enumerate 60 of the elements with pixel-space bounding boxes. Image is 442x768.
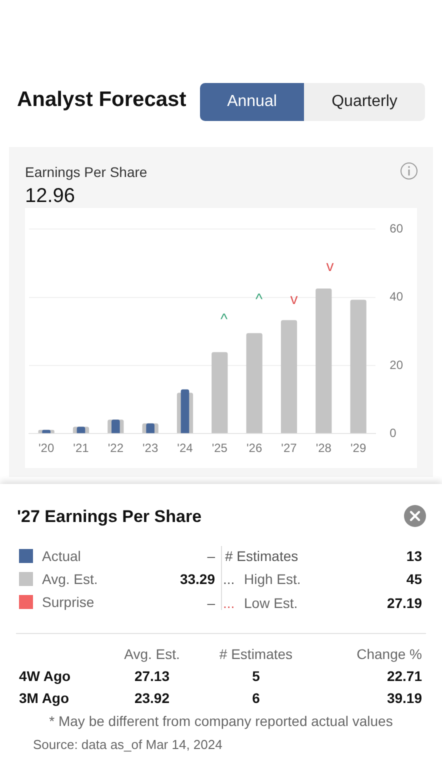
text: 3M Ago <box>19 690 70 706</box>
bar <box>146 423 154 434</box>
text: Avg. Est. <box>123 646 181 662</box>
bar <box>76 426 86 434</box>
text: # Estimates <box>225 548 298 564</box>
chart-subtitle: Earnings Per Share <box>25 164 148 180</box>
text: 22.71 <box>386 668 422 684</box>
y-tick-label: 40 <box>390 290 404 304</box>
text: 5 <box>251 668 261 684</box>
text: 12.96 <box>25 185 76 208</box>
bar <box>112 420 120 434</box>
text: 4W Ago <box>19 668 71 684</box>
text: ... <box>223 571 235 587</box>
text: 6 <box>251 690 261 706</box>
bar <box>316 288 332 434</box>
y-tick-label: 0 <box>390 426 397 440</box>
text: Quarterly <box>304 83 425 121</box>
source-note: Source: data as_of Mar 14, 2024 <box>33 737 222 752</box>
x-tick-label: '27 <box>281 441 298 456</box>
x-tick-label: '25 <box>212 441 228 456</box>
text: 23.92 <box>133 690 171 706</box>
x-tick-label: '23 <box>142 441 158 456</box>
x-tick-label: '28 <box>316 441 332 456</box>
text: Annual <box>200 83 304 121</box>
text: 39.19 <box>386 690 422 706</box>
annotation: ^ <box>219 311 229 328</box>
text: Low Est. <box>244 595 298 611</box>
bar <box>246 333 262 434</box>
x-tick-label: '24 <box>177 441 194 456</box>
bar <box>350 300 366 434</box>
x-tick-label: '29 <box>350 441 366 456</box>
bar <box>280 320 298 434</box>
legend-label: Actual <box>42 548 81 564</box>
bar <box>180 389 190 434</box>
text: ... <box>223 595 235 611</box>
text: '27 Earnings Per Share <box>17 507 202 527</box>
x-tick-label: '20 <box>38 441 54 456</box>
x-tick-label: '26 <box>246 441 262 456</box>
annotation: ^ <box>255 291 263 308</box>
text: – <box>207 595 215 611</box>
text: 45 <box>406 571 422 587</box>
text: 13 <box>406 548 422 564</box>
y-tick-label: 60 <box>390 222 404 236</box>
legend-label: Avg. Est. <box>42 571 98 587</box>
text: High Est. <box>244 571 301 587</box>
text: 27.19 <box>386 595 422 611</box>
text: Change % <box>356 646 422 662</box>
text: 27.13 <box>133 668 171 684</box>
bar <box>212 352 228 434</box>
text: 33.29 <box>180 571 215 587</box>
chart-title: Analyst Forecast <box>17 88 186 112</box>
y-tick-label: 20 <box>390 358 404 372</box>
text: # Estimates <box>218 646 294 662</box>
x-tick-label: '22 <box>108 441 124 456</box>
legend-label: Surprise <box>42 594 94 610</box>
annotation: v <box>290 291 298 308</box>
text: – <box>207 548 215 564</box>
annotation: v <box>325 258 335 275</box>
x-tick-label: '21 <box>73 441 90 456</box>
text: * May be different from company reported actual values <box>48 713 394 729</box>
